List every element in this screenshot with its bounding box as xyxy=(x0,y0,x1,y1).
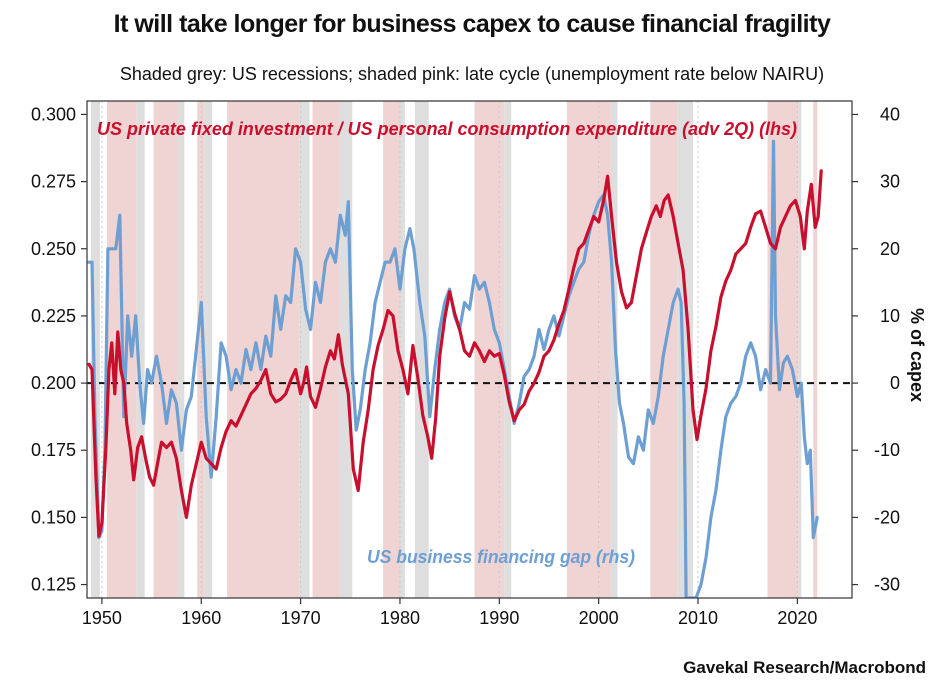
right-axis-label: % of capex xyxy=(907,308,927,402)
recession-band xyxy=(798,101,802,598)
recession-band xyxy=(677,101,694,598)
shaded-bands xyxy=(90,101,818,598)
x-tick-label: 1980 xyxy=(380,608,420,628)
left-tick-label: 0.200 xyxy=(31,373,76,393)
x-tick-label: 2000 xyxy=(579,608,619,628)
red-series-line xyxy=(87,169,823,538)
late-cycle-band xyxy=(813,101,818,598)
late-cycle-band xyxy=(153,101,178,598)
x-tick-label: 1990 xyxy=(479,608,519,628)
left-tick-label: 0.225 xyxy=(31,306,76,326)
series-group xyxy=(87,139,823,598)
recession-band xyxy=(90,101,100,598)
recession-band xyxy=(414,101,429,598)
left-tick-label: 0.125 xyxy=(31,575,76,595)
plot-frame xyxy=(86,100,853,599)
recession-band xyxy=(204,101,213,598)
x-tick-label: 2020 xyxy=(777,608,817,628)
blue-series-label: US business financing gap (rhs) xyxy=(367,547,635,567)
left-tick-label: 0.250 xyxy=(31,239,76,259)
left-tick-label: 0.300 xyxy=(31,104,76,124)
right-tick-label: 20 xyxy=(880,239,900,259)
right-tick-label: 30 xyxy=(880,172,900,192)
right-tick-label: 0 xyxy=(890,373,900,393)
right-tick-label: 10 xyxy=(880,306,900,326)
axes: 0.300 0.275 0.250 0.225 0.200 0.175 0.150 0.125… xyxy=(31,104,900,628)
right-tick-label: -10 xyxy=(874,440,900,460)
recession-band xyxy=(399,101,405,598)
chart-title: It will take longer for business capex t… xyxy=(113,10,831,38)
right-tick-label: -20 xyxy=(874,507,900,527)
left-tick-label: 0.175 xyxy=(31,440,76,460)
right-tick-label: 40 xyxy=(880,104,900,124)
x-tick-label: 1970 xyxy=(281,608,321,628)
recession-band xyxy=(299,101,310,598)
x-tick-label: 1960 xyxy=(181,608,221,628)
late-cycle-band xyxy=(197,101,205,598)
recession-band xyxy=(136,101,145,598)
recession-band xyxy=(504,101,512,598)
chart-subtitle: Shaded grey: US recessions; shaded pink:… xyxy=(119,64,825,84)
x-tick-label: 1950 xyxy=(82,608,122,628)
late-cycle-band xyxy=(566,101,611,598)
source-label: Gavekal Research/Macrobond xyxy=(683,658,926,677)
x-tick-label: 2010 xyxy=(678,608,718,628)
left-tick-label: 0.150 xyxy=(31,507,76,527)
right-tick-label: -30 xyxy=(874,575,900,595)
left-tick-label: 0.275 xyxy=(31,172,76,192)
red-series-label: US private fixed investment / US persona… xyxy=(97,119,797,139)
recession-band xyxy=(177,101,185,598)
late-cycle-band xyxy=(383,101,400,598)
